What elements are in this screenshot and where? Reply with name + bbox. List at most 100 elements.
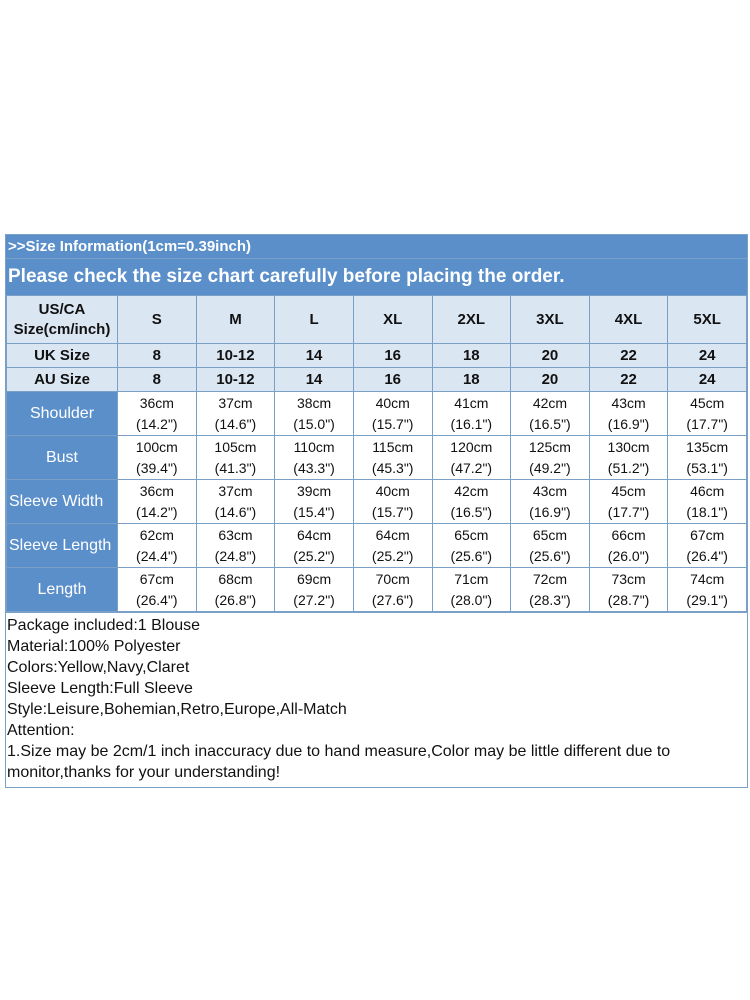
inch-value: (16.5") xyxy=(450,503,493,520)
size-cell: 14 xyxy=(274,343,354,368)
size-cell: 8 xyxy=(117,367,197,392)
cm-value: 69cm xyxy=(296,570,332,587)
cm-value: 45cm xyxy=(611,482,646,499)
measurement-cell: 45cm (17.7") xyxy=(667,391,747,436)
inch-value: (25.6") xyxy=(450,547,493,564)
size-chart: >>Size Information(1cm=0.39inch) Please … xyxy=(5,234,748,788)
inch-value: (25.2") xyxy=(293,547,335,564)
inch-value: (16.9") xyxy=(607,415,650,432)
measurement-cell: 70cm (27.6") xyxy=(352,567,433,612)
us-ca-size-row: US/CA Size(cm/inch) S M L XL 2XL 3XL 4XL 5XL xyxy=(6,295,747,344)
measurement-cell: 69cm (27.2") xyxy=(274,567,354,612)
attention-note: Attention: xyxy=(7,722,75,739)
measurement-cell: 64cm (25.2") xyxy=(352,523,433,568)
cm-value: 43cm xyxy=(532,482,568,499)
cm-value: 62cm xyxy=(139,526,174,543)
size-cell: 3XL xyxy=(510,295,590,344)
cm-value: 36cm xyxy=(139,482,174,499)
inch-value: (27.2") xyxy=(293,591,335,608)
cm-value: 46cm xyxy=(690,482,725,499)
measurement-cell: 125cm (49.2") xyxy=(510,435,590,480)
measurement-cell: 130cm (51.2") xyxy=(588,435,669,480)
measurement-cell: 110cm (43.3") xyxy=(274,435,354,480)
measurement-cell: 71cm (28.0") xyxy=(431,567,512,612)
uk-size-row: UK Size 8 10-12 14 16 18 20 22 24 xyxy=(6,343,747,368)
cm-value: 100cm xyxy=(135,438,178,455)
inch-value: (47.2") xyxy=(450,459,493,476)
inch-value: (26.0") xyxy=(607,547,650,564)
inch-value: (24.8") xyxy=(214,547,257,564)
inch-value: (14.2") xyxy=(136,415,178,432)
size-cell: 10-12 xyxy=(195,367,276,392)
cm-value: 110cm xyxy=(293,438,335,455)
inch-value: (26.4") xyxy=(686,547,728,564)
size-cell: 24 xyxy=(667,367,747,392)
measurement-cell: 68cm (26.8") xyxy=(195,567,276,612)
inch-value: (49.2") xyxy=(529,459,571,476)
measurement-cell: 37cm (14.6") xyxy=(195,479,276,524)
cm-value: 42cm xyxy=(532,394,568,411)
measurement-cell: 63cm (24.8") xyxy=(195,523,276,568)
inch-value: (14.6") xyxy=(214,503,257,520)
measurement-cell: 43cm (16.9") xyxy=(510,479,590,524)
cm-value: 120cm xyxy=(450,438,493,455)
measurement-row: Length 67cm (26.4") 68cm (26.8") 69cm (27.2") 7… xyxy=(6,567,747,612)
cm-value: 73cm xyxy=(611,570,646,587)
measurement-cell: 135cm (53.1") xyxy=(667,435,747,480)
product-notes: Package included:1 Blouse Material:100% … xyxy=(6,612,747,787)
inch-value: (39.4") xyxy=(136,459,178,476)
measurement-cell: 65cm (25.6") xyxy=(510,523,590,568)
inch-value: (15.7") xyxy=(371,415,414,432)
inch-value: (16.9") xyxy=(529,503,571,520)
cm-value: 37cm xyxy=(218,482,253,499)
size-cell: 10-12 xyxy=(195,343,276,368)
cm-value: 72cm xyxy=(532,570,568,587)
size-cell: 20 xyxy=(510,343,590,368)
cm-value: 37cm xyxy=(218,394,253,411)
inch-value: (25.6") xyxy=(529,547,571,564)
inch-value: (28.0") xyxy=(450,591,493,608)
cm-value: 42cm xyxy=(454,482,489,499)
inch-value: (15.0") xyxy=(293,415,335,432)
cm-value: 74cm xyxy=(690,570,725,587)
measurement-cell: 120cm (47.2") xyxy=(431,435,512,480)
row-label-line: Size(cm/inch) xyxy=(13,320,111,338)
inch-value: (16.1") xyxy=(450,415,493,432)
cm-value: 125cm xyxy=(528,438,571,455)
measurement-cell: 100cm (39.4") xyxy=(117,435,197,480)
measurement-cell: 43cm (16.9") xyxy=(588,391,669,436)
cm-value: 64cm xyxy=(296,526,332,543)
inch-value: (27.6") xyxy=(371,591,414,608)
size-cell: 8 xyxy=(117,343,197,368)
package-note: Package included:1 Blouse xyxy=(7,617,201,634)
size-cell: 14 xyxy=(274,367,354,392)
material-note: Material:100% Polyester xyxy=(7,638,181,655)
size-check-notice: Please check the size chart carefully be… xyxy=(6,259,747,295)
inch-value: (15.7") xyxy=(371,503,414,520)
disclaimer-note: 1.Size may be 2cm/1 inch inaccuracy due … xyxy=(7,743,671,781)
size-cell: 16 xyxy=(352,367,433,392)
cm-value: 66cm xyxy=(611,526,646,543)
measurement-row: Bust 100cm (39.4") 105cm (41.3") 110cm (43.3")… xyxy=(6,435,747,480)
measurement-cell: 37cm (14.6") xyxy=(195,391,276,436)
inch-value: (14.2") xyxy=(136,503,178,520)
inch-value: (25.2") xyxy=(371,547,414,564)
size-table-body: US/CA Size(cm/inch) S M L XL 2XL 3XL 4XL 5XL UK Si… xyxy=(6,295,747,612)
cm-value: 65cm xyxy=(454,526,489,543)
cm-value: 105cm xyxy=(214,438,257,455)
measurement-cell: 65cm (25.6") xyxy=(431,523,512,568)
cm-value: 43cm xyxy=(611,394,646,411)
measurement-cell: 40cm (15.7") xyxy=(352,479,433,524)
inch-value: (18.1") xyxy=(686,503,728,520)
measurement-row: Sleeve Length 62cm (24.4") 63cm (24.8") 64cm (… xyxy=(6,523,747,568)
cm-value: 130cm xyxy=(607,438,650,455)
size-table: US/CA Size(cm/inch) S M L XL 2XL 3XL 4XL 5XL UK Si… xyxy=(6,295,747,612)
cm-value: 65cm xyxy=(532,526,568,543)
measurement-cell: 66cm (26.0") xyxy=(588,523,669,568)
size-info-heading: >>Size Information(1cm=0.39inch) xyxy=(6,235,747,259)
measurement-cell: 115cm (45.3") xyxy=(352,435,433,480)
inch-value: (24.4") xyxy=(136,547,178,564)
cm-value: 64cm xyxy=(375,526,410,543)
inch-value: (53.1") xyxy=(686,459,728,476)
inch-value: (15.4") xyxy=(293,503,335,520)
